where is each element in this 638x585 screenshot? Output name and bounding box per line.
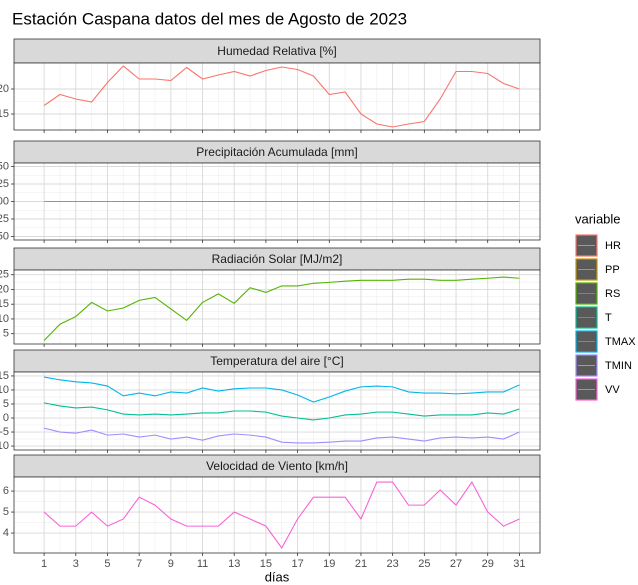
x-tick-label: 1: [41, 558, 47, 570]
x-tick-label: 27: [450, 558, 462, 570]
y-tick-label: 0.025: [0, 178, 9, 190]
legend-label: RS: [605, 288, 620, 300]
y-tick-label: 15: [0, 108, 9, 120]
y-tick-label: 20: [0, 83, 9, 95]
legend-label: PP: [605, 264, 620, 276]
line: [43, 65, 520, 128]
y-tick-label: 10: [0, 313, 9, 325]
y-tick-label: 15: [0, 298, 9, 310]
y-tick-label: -0.025: [0, 213, 9, 225]
strip-title: Radiación Solar [MJ/m2]: [212, 252, 343, 266]
legend-label: HR: [605, 240, 621, 252]
strip: [13, 38, 541, 64]
x-tick-label: 19: [323, 558, 335, 570]
line: [43, 480, 520, 549]
x-axis-label: días: [265, 569, 290, 584]
y-tick-label: 5: [3, 328, 9, 340]
legend-title: variable: [575, 211, 621, 226]
y-tick-label: 15: [0, 370, 9, 382]
y-tick-label: 20: [0, 283, 9, 295]
y-tick-label: -5: [0, 426, 9, 438]
panel-border: [13, 162, 541, 241]
y-tick-label: -10: [0, 440, 9, 452]
panel: [14, 63, 540, 130]
legend-label: T: [605, 312, 612, 324]
x-tick-label: 3: [73, 558, 79, 570]
legend-label: VV: [605, 384, 620, 396]
x-tick-label: 31: [513, 558, 525, 570]
panel-border: [13, 62, 541, 131]
x-tick-label: 21: [355, 558, 367, 570]
panel: [14, 270, 540, 344]
y-tick-label: 5: [3, 506, 9, 518]
legend-label: TMAX: [605, 336, 636, 348]
x-tick-label: 9: [168, 558, 174, 570]
x-tick-label: 23: [387, 558, 399, 570]
y-tick-label: 4: [3, 527, 9, 539]
panel: [14, 477, 540, 553]
y-tick-label: -0.050: [0, 230, 9, 242]
y-tick-label: 6: [3, 485, 9, 497]
y-tick-label: 0.000: [0, 195, 9, 207]
panel-border: [13, 269, 541, 345]
strip-title: Humedad Relativa [%]: [217, 44, 336, 58]
x-tick-label: 7: [136, 558, 142, 570]
y-tick-label: 25: [0, 269, 9, 281]
chart-title: Estación Caspana datos del mes de Agosto…: [12, 9, 407, 28]
line: [43, 276, 520, 341]
legend-label: TMIN: [605, 360, 632, 372]
x-tick-label: 29: [482, 558, 494, 570]
y-tick-label: 5: [3, 398, 9, 410]
panel-border: [13, 476, 541, 554]
x-tick-label: 11: [197, 558, 208, 570]
panel-border: [13, 371, 541, 451]
x-tick-label: 17: [291, 558, 303, 570]
x-tick-label: 13: [228, 558, 240, 570]
line: [43, 402, 520, 421]
line: [44, 376, 520, 403]
line: [43, 427, 520, 444]
x-tick-label: 25: [418, 558, 430, 570]
y-tick-label: 0.050: [0, 160, 9, 172]
x-tick-label: 15: [260, 558, 272, 570]
x-tick-label: 5: [104, 558, 110, 570]
strip-title: Precipitación Acumulada [mm]: [196, 145, 357, 159]
y-tick-label: 0: [3, 412, 9, 424]
y-tick-label: 10: [0, 384, 9, 396]
strip-title: Temperatura del aire [°C]: [210, 354, 344, 368]
strip-title: Velocidad de Viento [km/h]: [206, 459, 348, 473]
